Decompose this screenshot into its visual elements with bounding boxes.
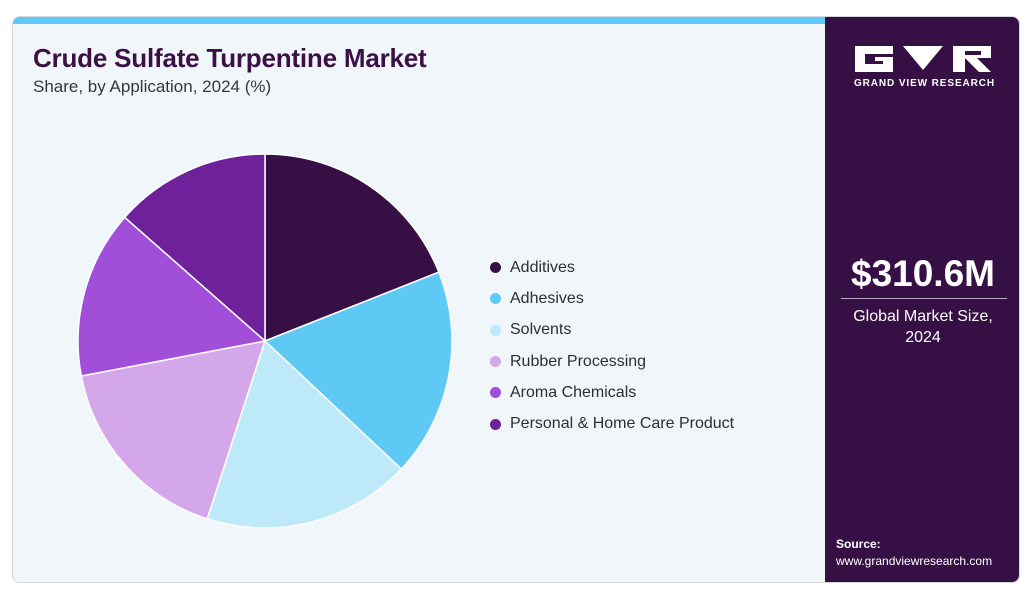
market-size-caption: Global Market Size, 2024 bbox=[825, 306, 1019, 348]
legend-swatch bbox=[490, 387, 501, 399]
legend-label: Personal & Home Care Product bbox=[510, 415, 735, 433]
chart-card: Crude Sulfate Turpentine Market Share, b… bbox=[12, 16, 1020, 583]
legend-swatch bbox=[490, 262, 501, 274]
legend-item: Personal & Home Care Product bbox=[490, 408, 734, 439]
legend-item: Aroma Chemicals bbox=[490, 377, 734, 408]
pie-slice-personal-home-care-product bbox=[123, 153, 266, 343]
legend-label: Solvents bbox=[510, 321, 572, 339]
pie-slice-adhesives bbox=[263, 271, 453, 471]
source-label: Source: bbox=[836, 537, 881, 551]
legend-swatch bbox=[490, 324, 501, 336]
legend-item: Rubber Processing bbox=[490, 346, 734, 377]
accent-strip bbox=[13, 17, 825, 24]
pie-slice-aroma-chemicals bbox=[77, 216, 267, 377]
grand-view-research-logo bbox=[855, 46, 991, 72]
caption-line-1: Global Market Size, bbox=[853, 308, 993, 325]
legend-label: Rubber Processing bbox=[510, 352, 647, 370]
pie-slice-additives bbox=[264, 153, 440, 343]
pie-chart bbox=[77, 153, 453, 529]
legend-swatch bbox=[490, 293, 501, 305]
legend-label: Adhesives bbox=[510, 289, 584, 307]
pie-slice-rubber-processing bbox=[80, 340, 267, 520]
divider bbox=[841, 298, 1007, 299]
market-size-value: $310.6M bbox=[851, 253, 995, 294]
legend-item: Additives bbox=[490, 252, 734, 283]
legend-label: Aroma Chemicals bbox=[510, 383, 637, 401]
brand-name: GRAND VIEW RESEARCH bbox=[854, 78, 995, 89]
pie-slice-solvents bbox=[206, 339, 403, 529]
chart-title: Crude Sulfate Turpentine Market bbox=[33, 43, 427, 73]
chart-legend: Additives Adhesives Solvents Rubber Process… bbox=[490, 252, 734, 440]
legend-item: Solvents bbox=[490, 315, 734, 346]
source-link[interactable]: www.grandviewresearch.com bbox=[836, 554, 993, 568]
caption-line-2: 2024 bbox=[905, 329, 941, 346]
legend-item: Adhesives bbox=[490, 283, 734, 314]
chart-subtitle: Share, by Application, 2024 (%) bbox=[33, 77, 272, 96]
sidebar-panel: GRAND VIEW RESEARCH $310.6M Global Marke… bbox=[825, 17, 1019, 582]
legend-label: Additives bbox=[510, 258, 575, 276]
legend-swatch bbox=[490, 356, 501, 368]
legend-swatch bbox=[490, 418, 501, 430]
